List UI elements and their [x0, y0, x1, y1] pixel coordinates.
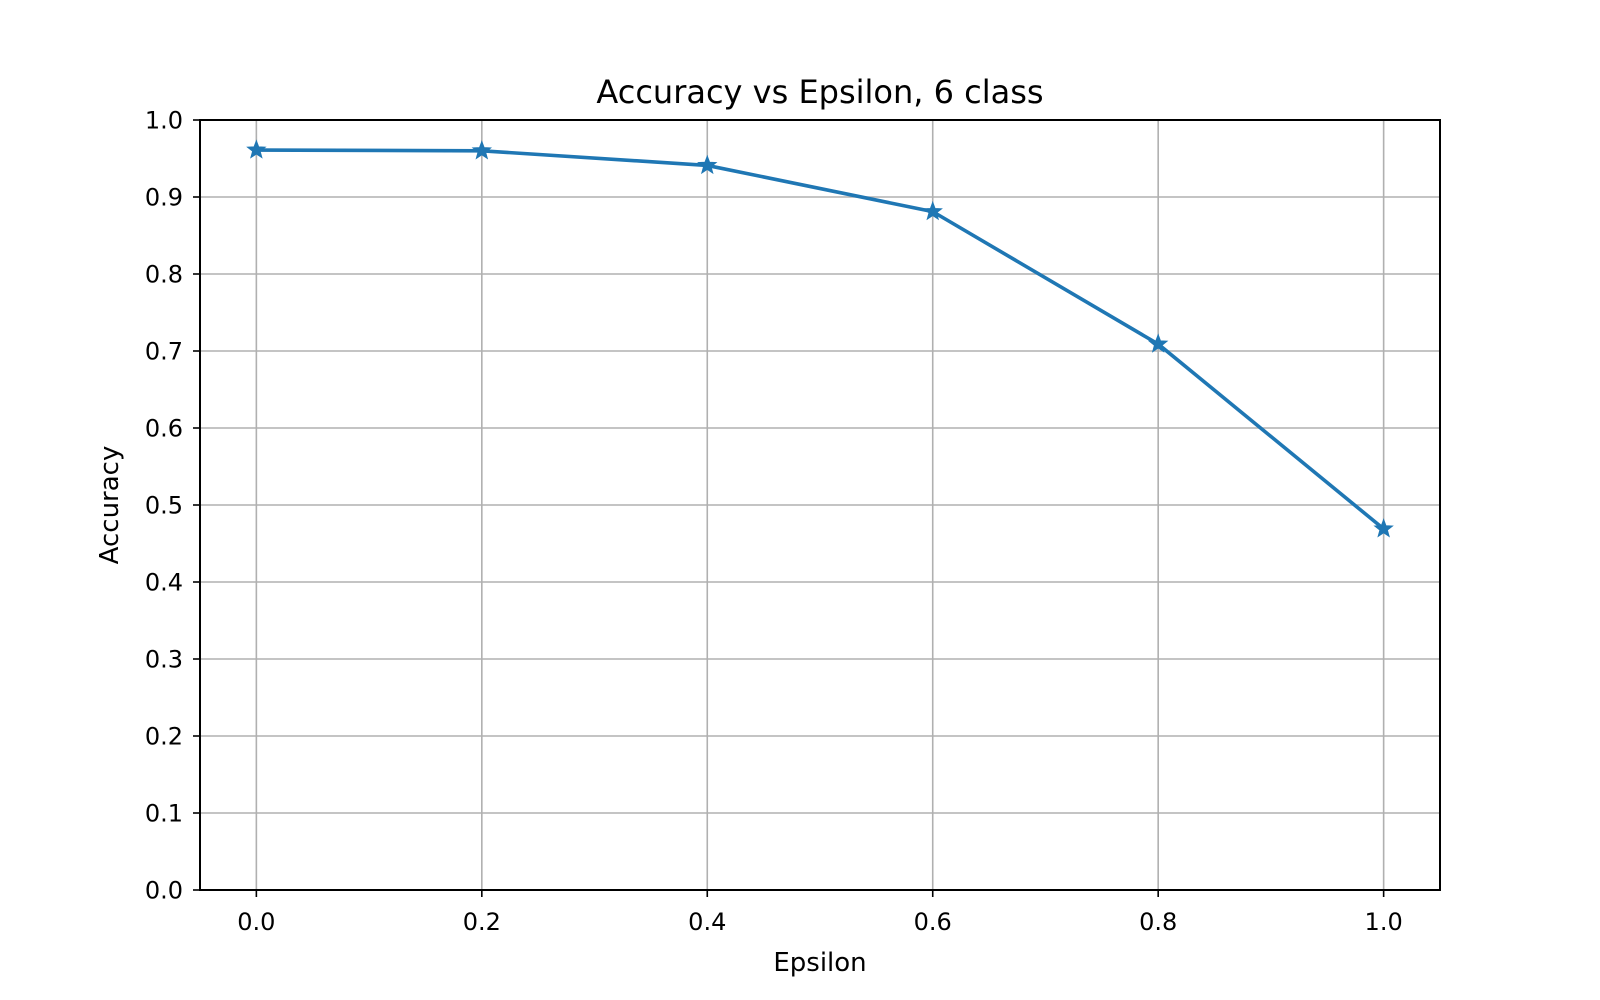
- data-point-marker: [246, 139, 267, 159]
- y-tick-label: 0.1: [145, 800, 183, 828]
- data-point-marker: [922, 200, 943, 221]
- y-tick-label: 1.0: [145, 107, 183, 135]
- data-point-marker: [471, 140, 493, 160]
- y-axis-label: Accuracy: [95, 446, 125, 565]
- series-line: [254, 148, 1387, 532]
- x-tick-label: 0.4: [688, 908, 726, 936]
- x-tick-label: 1.0: [1365, 908, 1403, 936]
- y-tick-label: 0.9: [145, 184, 183, 212]
- data-point-marker: [697, 154, 718, 175]
- series-layer: [246, 139, 1394, 538]
- data-point-marker: [1147, 333, 1169, 353]
- y-tick-label: 0.0: [145, 877, 183, 905]
- y-tick-label: 0.7: [145, 338, 183, 366]
- x-tick-label: 0.2: [463, 908, 501, 936]
- x-tick-label: 0.8: [1139, 908, 1177, 936]
- data-point-marker: [1373, 518, 1394, 538]
- y-tick-label: 0.6: [145, 415, 183, 443]
- tick-layer: 0.0 0.2 0.4 0.6 0.8 1.0 0.0 0.1 0.2 0.3 0.4 0.5 0.6 0…: [145, 107, 1403, 937]
- y-tick-label: 0.5: [145, 492, 183, 520]
- y-tick-label: 0.8: [145, 261, 183, 289]
- x-tick-label: 0.6: [914, 908, 952, 936]
- y-tick-label: 0.4: [145, 569, 183, 597]
- x-axis-label: Epsilon: [773, 948, 866, 978]
- chart-title: Accuracy vs Epsilon, 6 class: [596, 73, 1043, 111]
- x-tick-label: 0.0: [237, 908, 275, 936]
- y-tick-label: 0.2: [145, 723, 183, 751]
- y-tick-label: 0.3: [145, 646, 183, 674]
